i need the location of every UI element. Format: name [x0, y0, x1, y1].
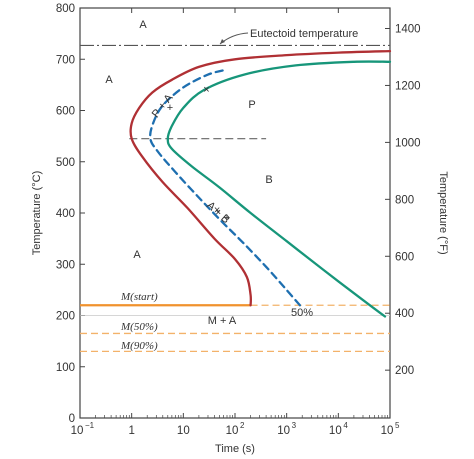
- x-tick-exponent: 5: [395, 421, 400, 430]
- annotations: Eutectoid temperature M(start) M(50%) M(…: [105, 19, 358, 352]
- y-axis-title-right: Temperature (°F): [437, 171, 449, 254]
- curve-transformation-start: [129, 49, 392, 307]
- y-tick-label: 200: [56, 311, 75, 323]
- x-tick-label: 1: [128, 425, 134, 437]
- y-tick-label: 800: [56, 3, 75, 15]
- y-tick-label: 400: [56, 208, 75, 220]
- y-tick-label: 0: [69, 413, 75, 425]
- eutectoid-leader: [219, 32, 249, 45]
- y-right-tick-label: 600: [395, 251, 414, 263]
- y-right-tick-label: 1000: [395, 137, 421, 149]
- m-50-label: M(50%): [120, 321, 158, 333]
- x-tick-label: 10: [71, 425, 84, 437]
- y-right-tick-label: 400: [395, 308, 414, 320]
- region-b: B: [265, 174, 272, 186]
- fifty-percent-label: 50%: [291, 307, 313, 319]
- curves: × + + ×: [129, 49, 392, 318]
- x-tick-label: 10: [226, 425, 239, 437]
- y-tick-label: 100: [56, 362, 75, 374]
- x-tick-exponent: 4: [343, 421, 348, 430]
- curve-transformation-finish: [166, 60, 392, 318]
- region-a-lower: A: [133, 249, 141, 261]
- x-tick-exponent: −1: [85, 421, 95, 430]
- phase-marker: +: [167, 102, 173, 114]
- m-90-label: M(90%): [120, 340, 158, 352]
- phase-marker: ×: [203, 84, 209, 96]
- m-start-label: M(start): [120, 291, 158, 303]
- region-a-left: A: [105, 74, 113, 86]
- curve-fifty-percent: [149, 68, 302, 307]
- x-axis: 10 −1 1 10 10 2 10 3 10 4 10 5: [71, 8, 400, 437]
- y-tick-label: 500: [56, 157, 75, 169]
- m-plus-a-label: M + A: [208, 315, 237, 327]
- y-tick-label: 700: [56, 54, 75, 66]
- x-tick-label: 10: [381, 425, 394, 437]
- y-axis-left: 0 100 200 300 400 500 600 700 800: [56, 3, 85, 425]
- y-tick-label: 300: [56, 259, 75, 271]
- plot-frame: [79, 7, 391, 419]
- x-axis-title: Time (s): [215, 443, 255, 455]
- phase-marker: ×: [214, 204, 220, 216]
- phase-marker: +: [224, 212, 230, 224]
- region-p: P: [248, 99, 255, 111]
- x-tick-exponent: 2: [240, 421, 245, 430]
- x-tick-label: 10: [329, 425, 342, 437]
- x-tick-label: 10: [177, 425, 190, 437]
- reference-lines: [80, 44, 390, 353]
- y-right-tick-label: 200: [395, 365, 414, 377]
- y-right-tick-label: 1200: [395, 80, 421, 92]
- eutectoid-arrow-head: [220, 39, 225, 44]
- x-tick-label: 10: [277, 425, 290, 437]
- y-right-tick-label: 800: [395, 194, 414, 206]
- y-right-tick-label: 1400: [395, 24, 421, 36]
- y-axis-right: 200 400 600 800 1000 1200 1400: [385, 24, 421, 377]
- y-tick-label: 600: [56, 106, 75, 118]
- region-a-top: A: [139, 19, 147, 31]
- y-axis-title-left: Temperature (°C): [31, 171, 43, 255]
- x-tick-exponent: 3: [292, 421, 297, 430]
- eutectoid-label: Eutectoid temperature: [250, 28, 358, 40]
